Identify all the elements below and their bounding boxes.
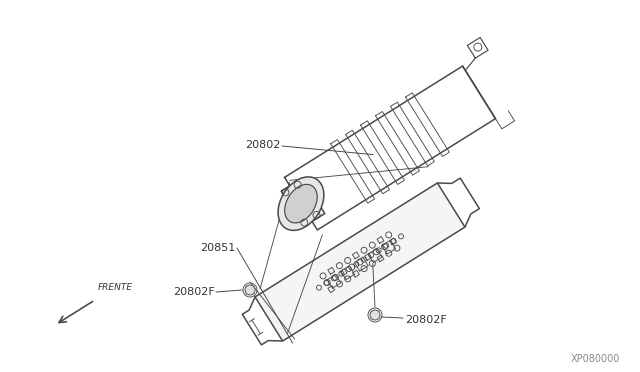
Text: 20802F: 20802F bbox=[405, 315, 447, 325]
Ellipse shape bbox=[285, 185, 317, 223]
Text: XP080000: XP080000 bbox=[571, 354, 620, 364]
Ellipse shape bbox=[278, 177, 324, 230]
Text: 20851: 20851 bbox=[200, 243, 235, 253]
Text: 20802F: 20802F bbox=[173, 287, 215, 297]
Circle shape bbox=[370, 310, 380, 320]
Circle shape bbox=[245, 285, 255, 295]
Polygon shape bbox=[282, 178, 325, 227]
Polygon shape bbox=[255, 183, 465, 341]
Text: 20802: 20802 bbox=[244, 140, 280, 150]
Text: FRENTE: FRENTE bbox=[98, 283, 133, 292]
